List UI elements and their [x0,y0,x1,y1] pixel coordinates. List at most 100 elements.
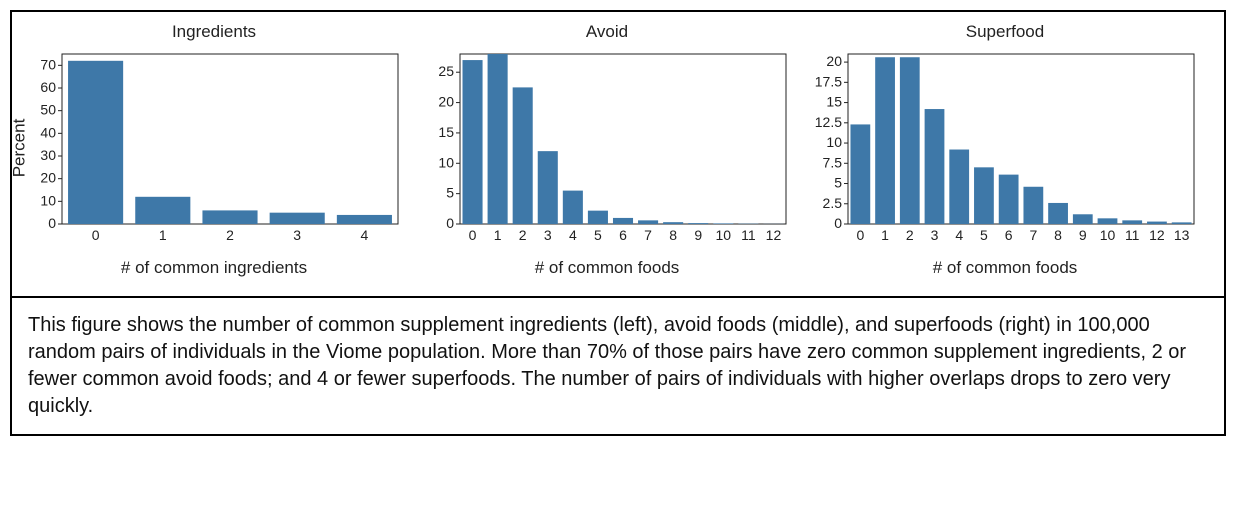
x-tick-label: 13 [1174,227,1190,243]
bar [270,213,325,224]
bar [463,60,483,224]
bar [1098,218,1118,224]
x-tick-label: 7 [644,227,652,243]
bar [1122,220,1142,224]
bar [663,222,683,224]
y-tick-label: 20 [438,94,454,110]
chart-box: 02.557.51012.51517.520012345678910111213 [810,48,1200,248]
figure-caption: This figure shows the number of common s… [12,296,1224,434]
x-tick-label: 0 [92,227,100,243]
bar [1073,214,1093,224]
x-tick-label: 8 [1054,227,1062,243]
y-tick-label: 60 [40,79,56,95]
bar [488,54,508,224]
chart-ingredients-svg: 0 10 20 30 40 50 60 70 0 1 2 3 4 [24,48,404,248]
y-tick-label: 10 [40,192,56,208]
x-tick-label: 3 [931,227,939,243]
chart-cell-avoid: Avoid05101520250123456789101112# of comm… [422,22,792,278]
figure-frame: Ingredients01020304050607001234Percent# … [10,10,1226,436]
y-tick-label: 30 [40,147,56,163]
y-tick-label: 40 [40,124,56,140]
bar [925,109,945,224]
y-tick-label: 17.5 [815,73,842,89]
y-tick-label: 20 [826,53,842,69]
y-tick-label: 12.5 [815,114,842,130]
x-tick-label: 4 [569,227,577,243]
x-tick-label: 3 [544,227,552,243]
x-axis-label: # of common foods [933,258,1078,278]
x-tick-label: 5 [594,227,602,243]
bar [563,191,583,224]
y-tick-label: 70 [40,56,56,72]
chart-cell-ingredients: Ingredients01020304050607001234Percent# … [24,22,404,278]
x-tick-label: 2 [906,227,914,243]
y-axis-label: Percent [9,119,29,178]
x-tick-label: 2 [226,227,234,243]
x-axis-label: # of common foods [535,258,680,278]
x-tick-label: 1 [494,227,502,243]
y-tick-label: 0 [48,215,56,231]
x-tick-label: 12 [1149,227,1165,243]
x-tick-label: 7 [1029,227,1037,243]
bar [202,210,257,224]
y-tick-label: 20 [40,170,56,186]
y-tick-label: 7.5 [823,154,843,170]
x-tick-label: 9 [694,227,702,243]
charts-row: Ingredients01020304050607001234Percent# … [12,12,1224,296]
bar [638,220,658,224]
x-tick-label: 10 [1100,227,1116,243]
x-tick-label: 4 [361,227,369,243]
chart-title: Superfood [966,22,1044,42]
bar [1172,222,1192,224]
y-tick-label: 5 [834,175,842,191]
bar [1048,203,1068,224]
x-tick-label: 1 [159,227,167,243]
bar [900,57,920,224]
x-axis-label: # of common ingredients [121,258,307,278]
bar [949,150,969,224]
bar [513,87,533,224]
x-tick-label: 6 [619,227,627,243]
bar [135,197,190,224]
chart-cell-superfood: Superfood02.557.51012.51517.520012345678… [810,22,1200,278]
bar [68,61,123,224]
x-tick-label: 10 [716,227,732,243]
plot-frame [460,54,786,224]
x-tick-label: 4 [955,227,963,243]
chart-avoid-svg: 05101520250123456789101112 [422,48,792,248]
bar [538,151,558,224]
x-tick-label: 6 [1005,227,1013,243]
x-tick-label: 5 [980,227,988,243]
chart-title: Ingredients [172,22,256,42]
bar [588,211,608,224]
y-tick-label: 0 [834,215,842,231]
bar [1147,222,1167,224]
y-tick-label: 0 [446,215,454,231]
chart-box: 05101520250123456789101112 [422,48,792,248]
bar [613,218,633,224]
x-tick-label: 3 [293,227,301,243]
x-tick-label: 12 [766,227,782,243]
x-tick-label: 11 [1125,227,1140,243]
bar [875,57,895,224]
y-tick-label: 10 [826,134,842,150]
bar [1023,187,1043,224]
y-tick-label: 15 [826,94,842,110]
bar [688,223,708,224]
x-tick-label: 0 [469,227,477,243]
bar [337,215,392,224]
bar [850,124,870,224]
y-tick-label: 10 [438,154,454,170]
x-tick-label: 2 [519,227,527,243]
y-tick-label: 15 [438,124,454,140]
x-tick-label: 1 [881,227,889,243]
chart-title: Avoid [586,22,628,42]
y-tick-label: 50 [40,102,56,118]
x-tick-label: 11 [741,227,756,243]
bar [999,175,1019,224]
y-tick-label: 5 [446,185,454,201]
bar [974,167,994,224]
y-tick-label: 25 [438,63,454,79]
bar [713,223,733,224]
chart-box: 01020304050607001234Percent [24,48,404,248]
